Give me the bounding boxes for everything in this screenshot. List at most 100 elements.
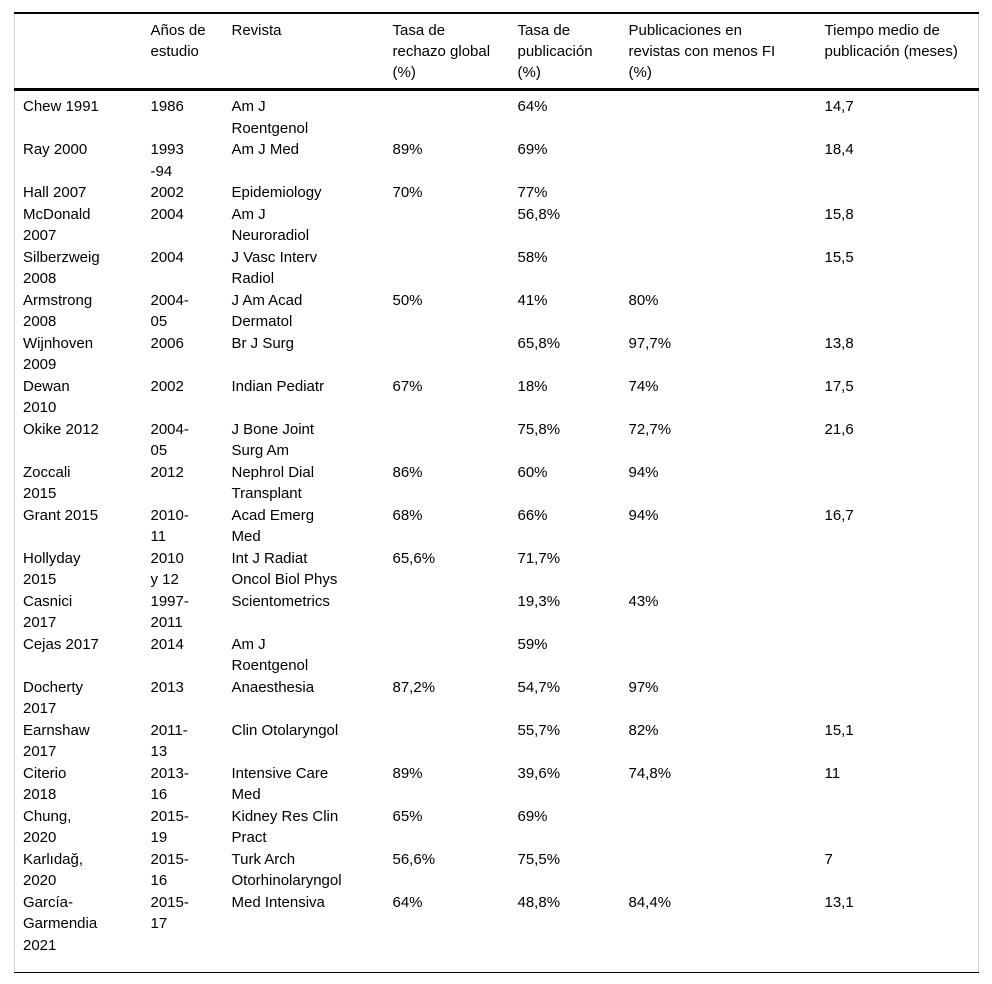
cell-publication-rate: 77% xyxy=(517,184,548,201)
table-body: Chew 1991 1986 Am J Roentgenol 64% 14,7 … xyxy=(15,90,979,973)
cell-lower-if-rate xyxy=(621,204,817,247)
cell-lower-if-rate: 82% xyxy=(628,721,659,739)
cell-journal: Am J Med xyxy=(231,141,300,158)
table-row: Chew 1991 1986 Am J Roentgenol 64% 14,7 xyxy=(15,90,979,140)
cell-rejection-rate xyxy=(385,247,510,290)
table-row: Dewan 2010 2002 Indian Pediatr 67% 18% 7… xyxy=(15,376,979,419)
cell-journal: J Vasc Interv Radiol xyxy=(231,248,318,288)
cell-time-months: 15,8 xyxy=(824,205,854,223)
cell-journal: Acad Emerg Med xyxy=(231,506,315,546)
cell-study-years: 2015- 17 xyxy=(150,893,189,933)
cell-rejection-rate: 68% xyxy=(392,506,423,524)
cell-journal: Turk Arch Otorhinolaryngol xyxy=(231,850,342,890)
cell-study: Dewan 2010 xyxy=(23,377,70,417)
cell-publication-rate: 69% xyxy=(517,141,548,158)
cell-lower-if-rate: 74,8% xyxy=(628,764,672,782)
cell-study: Chung, 2020 xyxy=(23,807,72,847)
cell-time-months: 15,5 xyxy=(824,248,854,266)
cell-study-years: 1993 -94 xyxy=(150,141,184,180)
cell-journal: Int J Radiat Oncol Biol Phys xyxy=(231,549,338,589)
cell-time-months: 16,7 xyxy=(824,506,854,524)
cell-study: Casnici 2017 xyxy=(23,592,73,632)
cell-rejection-rate: 65% xyxy=(392,807,423,825)
cell-study: Karlıdağ, 2020 xyxy=(23,850,84,890)
cell-study: Zoccali 2015 xyxy=(23,463,71,503)
table-row: McDonald 2007 2004 Am J Neuroradiol 56,8… xyxy=(15,204,979,247)
cell-journal: Scientometrics xyxy=(231,592,330,610)
cell-rejection-rate: 50% xyxy=(392,291,423,309)
cell-study-years: 2012 xyxy=(150,463,184,481)
cell-time-months: 13,1 xyxy=(824,893,854,911)
cell-study-years: 2002 xyxy=(150,184,184,201)
cell-publication-rate: 59% xyxy=(517,635,548,653)
cell-study: McDonald 2007 xyxy=(23,205,91,245)
cell-study: Armstrong 2008 xyxy=(23,291,93,331)
cell-journal: Nephrol Dial Transplant xyxy=(231,463,315,503)
cell-study-years: 2011- 13 xyxy=(150,721,188,761)
cell-publication-rate: 64% xyxy=(517,98,548,115)
cell-publication-rate: 55,7% xyxy=(517,721,561,739)
cell-rejection-rate: 87,2% xyxy=(392,678,436,696)
cell-study: Grant 2015 xyxy=(23,506,99,524)
cell-journal: Kidney Res Clin Pract xyxy=(231,807,339,847)
cell-study-years: 2004- 05 xyxy=(150,420,189,460)
cell-study: Chew 1991 xyxy=(23,98,99,115)
cell-rejection-rate xyxy=(385,90,510,140)
cell-journal: Indian Pediatr xyxy=(231,377,325,395)
cell-journal: Am J Roentgenol xyxy=(231,635,309,675)
cell-study-years: 2004 xyxy=(150,248,184,266)
cell-lower-if-rate: 72,7% xyxy=(628,420,672,438)
cell-journal: J Am Acad Dermatol xyxy=(231,291,303,331)
cell-time-months: 13,8 xyxy=(824,334,854,352)
table-row: Karlıdağ, 2020 2015- 16 Turk Arch Otorhi… xyxy=(15,849,979,892)
cell-rejection-rate: 64% xyxy=(392,893,423,911)
cell-rejection-rate xyxy=(385,204,510,247)
cell-lower-if-rate xyxy=(621,139,817,182)
cell-publication-rate: 41% xyxy=(517,291,548,309)
cell-lower-if-rate xyxy=(621,849,817,892)
cell-study-years: 2015- 19 xyxy=(150,807,189,847)
cell-study-years: 1997- 2011 xyxy=(150,592,189,632)
cell-publication-rate: 48,8% xyxy=(517,893,561,911)
table-row: García- Garmendia 2021 2015- 17 Med Inte… xyxy=(15,892,979,973)
cell-study: Earnshaw 2017 xyxy=(23,721,90,761)
cell-publication-rate: 39,6% xyxy=(517,764,561,782)
cell-lower-if-rate: 94% xyxy=(628,506,659,524)
cell-lower-if-rate: 74% xyxy=(628,377,659,395)
cell-publication-rate: 60% xyxy=(517,463,548,481)
cell-study: Citerio 2018 xyxy=(23,764,67,804)
cell-study-years: 2002 xyxy=(150,377,184,395)
table-row: Silberzweig 2008 2004 J Vasc Interv Radi… xyxy=(15,247,979,290)
cell-study: Hollyday 2015 xyxy=(23,549,81,589)
cell-rejection-rate: 89% xyxy=(392,764,423,782)
cell-study-years: 2013 xyxy=(150,678,184,696)
cell-journal: Am J Neuroradiol xyxy=(231,205,310,245)
cell-study-years: 2015- 16 xyxy=(150,850,189,890)
cell-study: Silberzweig 2008 xyxy=(23,248,100,288)
cell-lower-if-rate: 94% xyxy=(628,463,659,481)
cell-study: Docherty 2017 xyxy=(23,678,84,718)
cell-rejection-rate: 70% xyxy=(392,184,423,201)
table-row: Wijnhoven 2009 2006 Br J Surg 65,8% 97,7… xyxy=(15,333,979,376)
cell-time-months xyxy=(817,462,979,505)
header-rejection-rate: Tasa de rechazo global (%) xyxy=(384,13,510,91)
cell-publication-rate: 18% xyxy=(517,377,548,395)
cell-time-months xyxy=(817,806,979,849)
cell-study: Hall 2007 xyxy=(23,184,87,201)
cell-study-years: 2006 xyxy=(150,334,184,352)
cell-rejection-rate xyxy=(385,634,510,677)
table-row: Chung, 2020 2015- 19 Kidney Res Clin Pra… xyxy=(15,806,979,849)
cell-rejection-rate: 89% xyxy=(392,141,423,158)
cell-publication-rate: 58% xyxy=(517,248,548,266)
cell-time-months: 11 xyxy=(824,764,841,782)
cell-journal: Intensive Care Med xyxy=(231,764,329,804)
cell-study-years: 1986 xyxy=(150,98,184,115)
cell-time-months: 15,1 xyxy=(824,721,854,739)
cell-study-years: 2004- 05 xyxy=(150,291,189,331)
table-row: Okike 2012 2004- 05 J Bone Joint Surg Am… xyxy=(15,419,979,462)
cell-publication-rate: 66% xyxy=(517,506,548,524)
cell-publication-rate: 56,8% xyxy=(517,205,561,223)
table-row: Earnshaw 2017 2011- 13 Clin Otolaryngol … xyxy=(15,720,979,763)
cell-lower-if-rate xyxy=(621,806,817,849)
